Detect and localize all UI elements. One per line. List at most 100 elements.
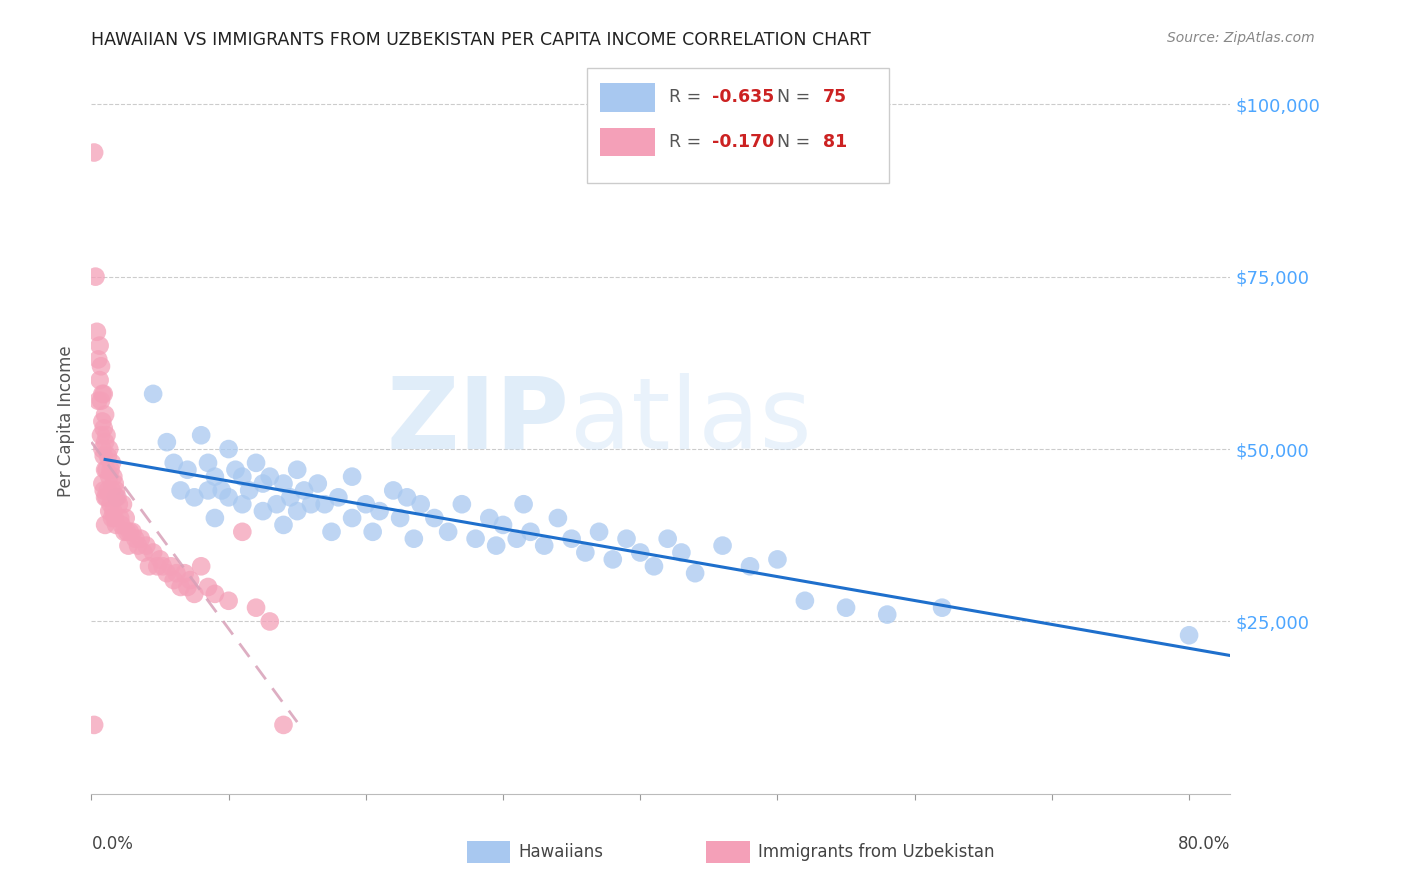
Point bbox=[105, 483, 128, 498]
Point bbox=[259, 469, 281, 483]
Point bbox=[561, 532, 583, 546]
Text: N =: N = bbox=[778, 133, 815, 151]
Point bbox=[156, 435, 179, 450]
Point bbox=[402, 532, 425, 546]
Point bbox=[314, 497, 336, 511]
Point bbox=[94, 463, 117, 477]
Point bbox=[117, 539, 139, 553]
Point bbox=[409, 497, 432, 511]
Point bbox=[103, 469, 125, 483]
Point bbox=[299, 497, 322, 511]
Point bbox=[96, 491, 118, 505]
Point bbox=[197, 456, 219, 470]
Point bbox=[176, 463, 198, 477]
Point bbox=[121, 524, 143, 539]
Point bbox=[97, 449, 120, 463]
Point bbox=[190, 559, 212, 574]
Point bbox=[163, 456, 186, 470]
Point bbox=[671, 545, 693, 559]
Point bbox=[160, 559, 183, 574]
Text: R =: R = bbox=[669, 88, 707, 106]
Point bbox=[87, 393, 110, 408]
Point bbox=[91, 387, 114, 401]
Point bbox=[83, 145, 105, 160]
Point bbox=[100, 497, 122, 511]
Point bbox=[211, 483, 233, 498]
Point bbox=[197, 483, 219, 498]
Point bbox=[485, 539, 508, 553]
Point bbox=[197, 580, 219, 594]
Point bbox=[135, 539, 157, 553]
Point bbox=[368, 504, 391, 518]
Point bbox=[245, 456, 267, 470]
Point bbox=[273, 476, 295, 491]
Point bbox=[104, 511, 127, 525]
Text: 75: 75 bbox=[823, 88, 846, 106]
Point bbox=[512, 497, 534, 511]
Y-axis label: Per Capita Income: Per Capita Income bbox=[58, 346, 76, 497]
Text: 81: 81 bbox=[823, 133, 846, 151]
Point bbox=[292, 483, 315, 498]
Point bbox=[103, 504, 125, 518]
Point bbox=[547, 511, 569, 525]
Bar bbox=[467, 841, 510, 863]
Point bbox=[132, 545, 155, 559]
Point bbox=[218, 594, 240, 608]
Point bbox=[876, 607, 898, 622]
Point bbox=[389, 511, 412, 525]
Point bbox=[307, 476, 329, 491]
Point bbox=[218, 442, 240, 456]
Point bbox=[231, 524, 253, 539]
Text: N =: N = bbox=[778, 88, 815, 106]
Point bbox=[266, 497, 288, 511]
Point bbox=[129, 532, 152, 546]
Point bbox=[112, 524, 135, 539]
Point bbox=[107, 491, 129, 505]
Point bbox=[395, 491, 418, 505]
Point bbox=[146, 559, 169, 574]
Point bbox=[273, 718, 295, 732]
Point bbox=[683, 566, 706, 581]
Point bbox=[96, 428, 118, 442]
Point bbox=[340, 511, 363, 525]
Point bbox=[169, 580, 191, 594]
Point bbox=[108, 511, 131, 525]
Point bbox=[90, 393, 112, 408]
Point bbox=[97, 483, 120, 498]
Point bbox=[204, 511, 226, 525]
Point bbox=[204, 469, 226, 483]
Point bbox=[94, 435, 117, 450]
Point bbox=[711, 539, 734, 553]
Bar bbox=[600, 128, 655, 156]
Point bbox=[738, 559, 761, 574]
Point bbox=[94, 517, 117, 532]
Point bbox=[89, 373, 111, 387]
Point bbox=[91, 442, 114, 456]
Point bbox=[204, 587, 226, 601]
Point bbox=[602, 552, 624, 566]
Point bbox=[87, 352, 110, 367]
Text: R =: R = bbox=[669, 133, 707, 151]
Point bbox=[183, 587, 205, 601]
Point bbox=[340, 469, 363, 483]
Point bbox=[91, 476, 114, 491]
Text: Immigrants from Uzbekistan: Immigrants from Uzbekistan bbox=[758, 843, 994, 861]
Point bbox=[101, 511, 124, 525]
Point bbox=[588, 524, 610, 539]
Point bbox=[643, 559, 665, 574]
Point bbox=[101, 456, 124, 470]
Point bbox=[142, 387, 165, 401]
Point bbox=[273, 517, 295, 532]
Point bbox=[437, 524, 460, 539]
Point bbox=[98, 442, 121, 456]
Point bbox=[238, 483, 260, 498]
Point bbox=[98, 504, 121, 518]
Point bbox=[89, 338, 111, 352]
Point bbox=[176, 580, 198, 594]
Point bbox=[83, 718, 105, 732]
Text: HAWAIIAN VS IMMIGRANTS FROM UZBEKISTAN PER CAPITA INCOME CORRELATION CHART: HAWAIIAN VS IMMIGRANTS FROM UZBEKISTAN P… bbox=[91, 31, 872, 49]
Point bbox=[478, 511, 501, 525]
Point bbox=[90, 359, 112, 374]
Text: Source: ZipAtlas.com: Source: ZipAtlas.com bbox=[1167, 31, 1315, 45]
Point bbox=[382, 483, 405, 498]
